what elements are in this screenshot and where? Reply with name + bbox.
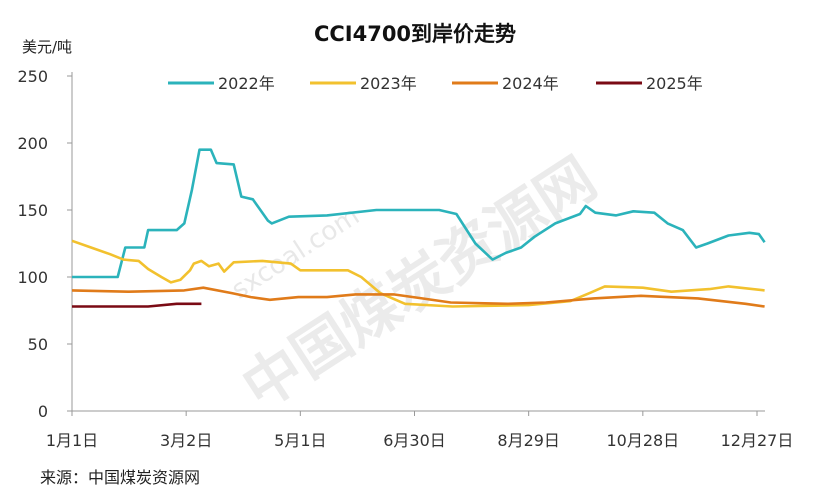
legend-label: 2024年 <box>502 74 559 93</box>
y-tick-label: 200 <box>17 134 48 153</box>
x-tick-label: 6月30日 <box>383 431 446 450</box>
series-line-2022年 <box>72 148 766 279</box>
y-axis-label: 美元/吨 <box>22 38 73 56</box>
x-tick-label: 12月27日 <box>721 431 794 450</box>
y-tick-label: 0 <box>38 402 48 421</box>
x-tick-label: 8月29日 <box>497 431 560 450</box>
source-note: 来源：中国煤炭资源网 <box>40 468 201 487</box>
x-tick-label: 10月28日 <box>606 431 679 450</box>
watermark-text: 中国煤炭资源网 <box>230 144 608 422</box>
series-line-2024年 <box>71 286 765 308</box>
legend-label: 2022年 <box>218 74 275 93</box>
legend-label: 2023年 <box>360 74 417 93</box>
y-tick-label: 150 <box>17 201 48 220</box>
x-tick-label: 1月1日 <box>46 431 98 450</box>
y-tick-label: 50 <box>28 335 48 354</box>
chart-title: CCI4700到岸价走势 <box>313 22 517 46</box>
series-line-2025年 <box>72 302 202 308</box>
x-tick-label: 5月1日 <box>274 431 326 450</box>
x-tick-label: 3月2日 <box>160 431 212 450</box>
y-tick-label: 250 <box>17 67 48 86</box>
y-tick-label: 100 <box>17 268 48 287</box>
legend-label: 2025年 <box>646 74 703 93</box>
series-line-2023年 <box>71 239 765 308</box>
